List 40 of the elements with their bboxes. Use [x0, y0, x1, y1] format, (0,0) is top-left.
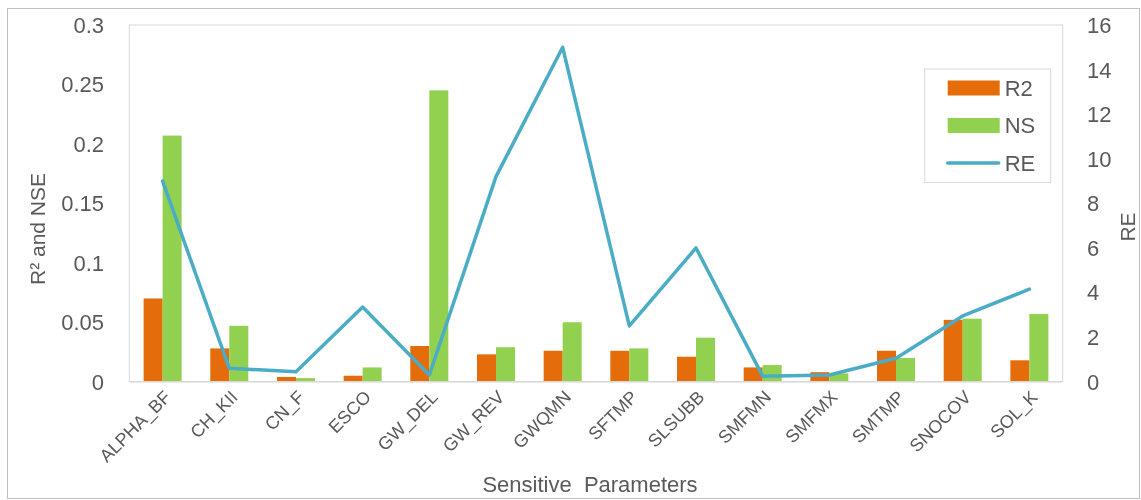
bar [229, 325, 249, 382]
x-axis-title: Sensitive Parameters [482, 472, 698, 497]
bar [543, 350, 563, 382]
bar [677, 356, 697, 382]
bar [429, 90, 449, 382]
bar [1029, 313, 1049, 382]
y-tick-label: 0.2 [73, 131, 104, 157]
y2-tick-label: 4 [1087, 280, 1100, 306]
y2-tick-label: 0 [1087, 369, 1100, 395]
y2-tick-label: 16 [1087, 12, 1112, 38]
y2-tick-label: 6 [1087, 235, 1100, 261]
bar [143, 298, 163, 382]
bar [962, 318, 982, 382]
y-tick-label: 0.25 [61, 72, 104, 98]
legend-label: NS [1004, 113, 1036, 139]
y2-tick-label: 10 [1087, 146, 1112, 172]
y2-tick-label: 14 [1087, 57, 1112, 83]
bar [696, 337, 716, 382]
y-tick-label: 0.15 [61, 191, 104, 217]
bar [562, 322, 582, 382]
y-tick-label: 0.1 [73, 250, 104, 276]
bar [943, 319, 963, 382]
y-tick-label: 0.05 [61, 310, 104, 336]
y2-axis-title: RE [1116, 212, 1140, 242]
bar [476, 354, 496, 382]
y-tick-label: 0 [91, 369, 104, 395]
bar [610, 350, 630, 382]
bar [1010, 360, 1030, 382]
y-axis-title: R² and NSE [26, 172, 50, 286]
bar [896, 357, 916, 382]
bar [629, 348, 649, 382]
bar [162, 135, 182, 382]
y2-tick-label: 12 [1087, 102, 1112, 128]
y2-tick-label: 8 [1087, 191, 1100, 217]
bar [362, 367, 382, 382]
y2-tick-label: 2 [1087, 325, 1100, 351]
y-tick-label: 0.3 [73, 12, 104, 38]
legend-label: RE [1004, 150, 1036, 176]
bar [495, 347, 515, 382]
legend-label: R2 [1004, 75, 1033, 101]
